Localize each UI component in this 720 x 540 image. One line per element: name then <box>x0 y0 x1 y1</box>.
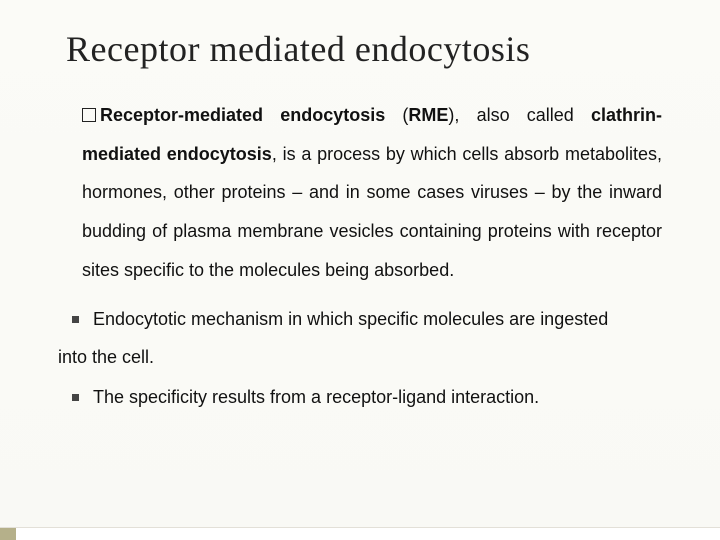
term-rme-short: RME <box>408 105 448 125</box>
square-bullet-icon <box>72 316 79 323</box>
square-bullet-icon <box>72 394 79 401</box>
term-rme-long: Receptor-mediated endocytosis <box>100 105 385 125</box>
paragraph-main: Receptor-mediated endocytosis (RME), als… <box>82 96 662 289</box>
bullet-item-2: Endocytotic mechanism in which specific … <box>72 301 662 339</box>
bullet-2-text: Endocytotic mechanism in which specific … <box>93 301 662 339</box>
text-rest: , is a process by which cells absorb met… <box>82 144 662 280</box>
bullet-item-3: The specificity results from a receptor-… <box>72 379 662 417</box>
text-frag-2: ), also called <box>448 105 591 125</box>
slide-container: Receptor mediated endocytosis Receptor-m… <box>0 0 720 540</box>
bullet-3-text: The specificity results from a receptor-… <box>93 379 662 417</box>
page-title: Receptor mediated endocytosis <box>66 28 662 70</box>
text-frag-1: ( <box>385 105 408 125</box>
bullet-2-continuation: into the cell. <box>58 339 662 377</box>
body-content: Receptor-mediated endocytosis (RME), als… <box>58 96 662 417</box>
checkbox-icon <box>82 108 96 122</box>
bottom-accent-icon <box>0 528 16 540</box>
bottom-border <box>0 527 720 540</box>
